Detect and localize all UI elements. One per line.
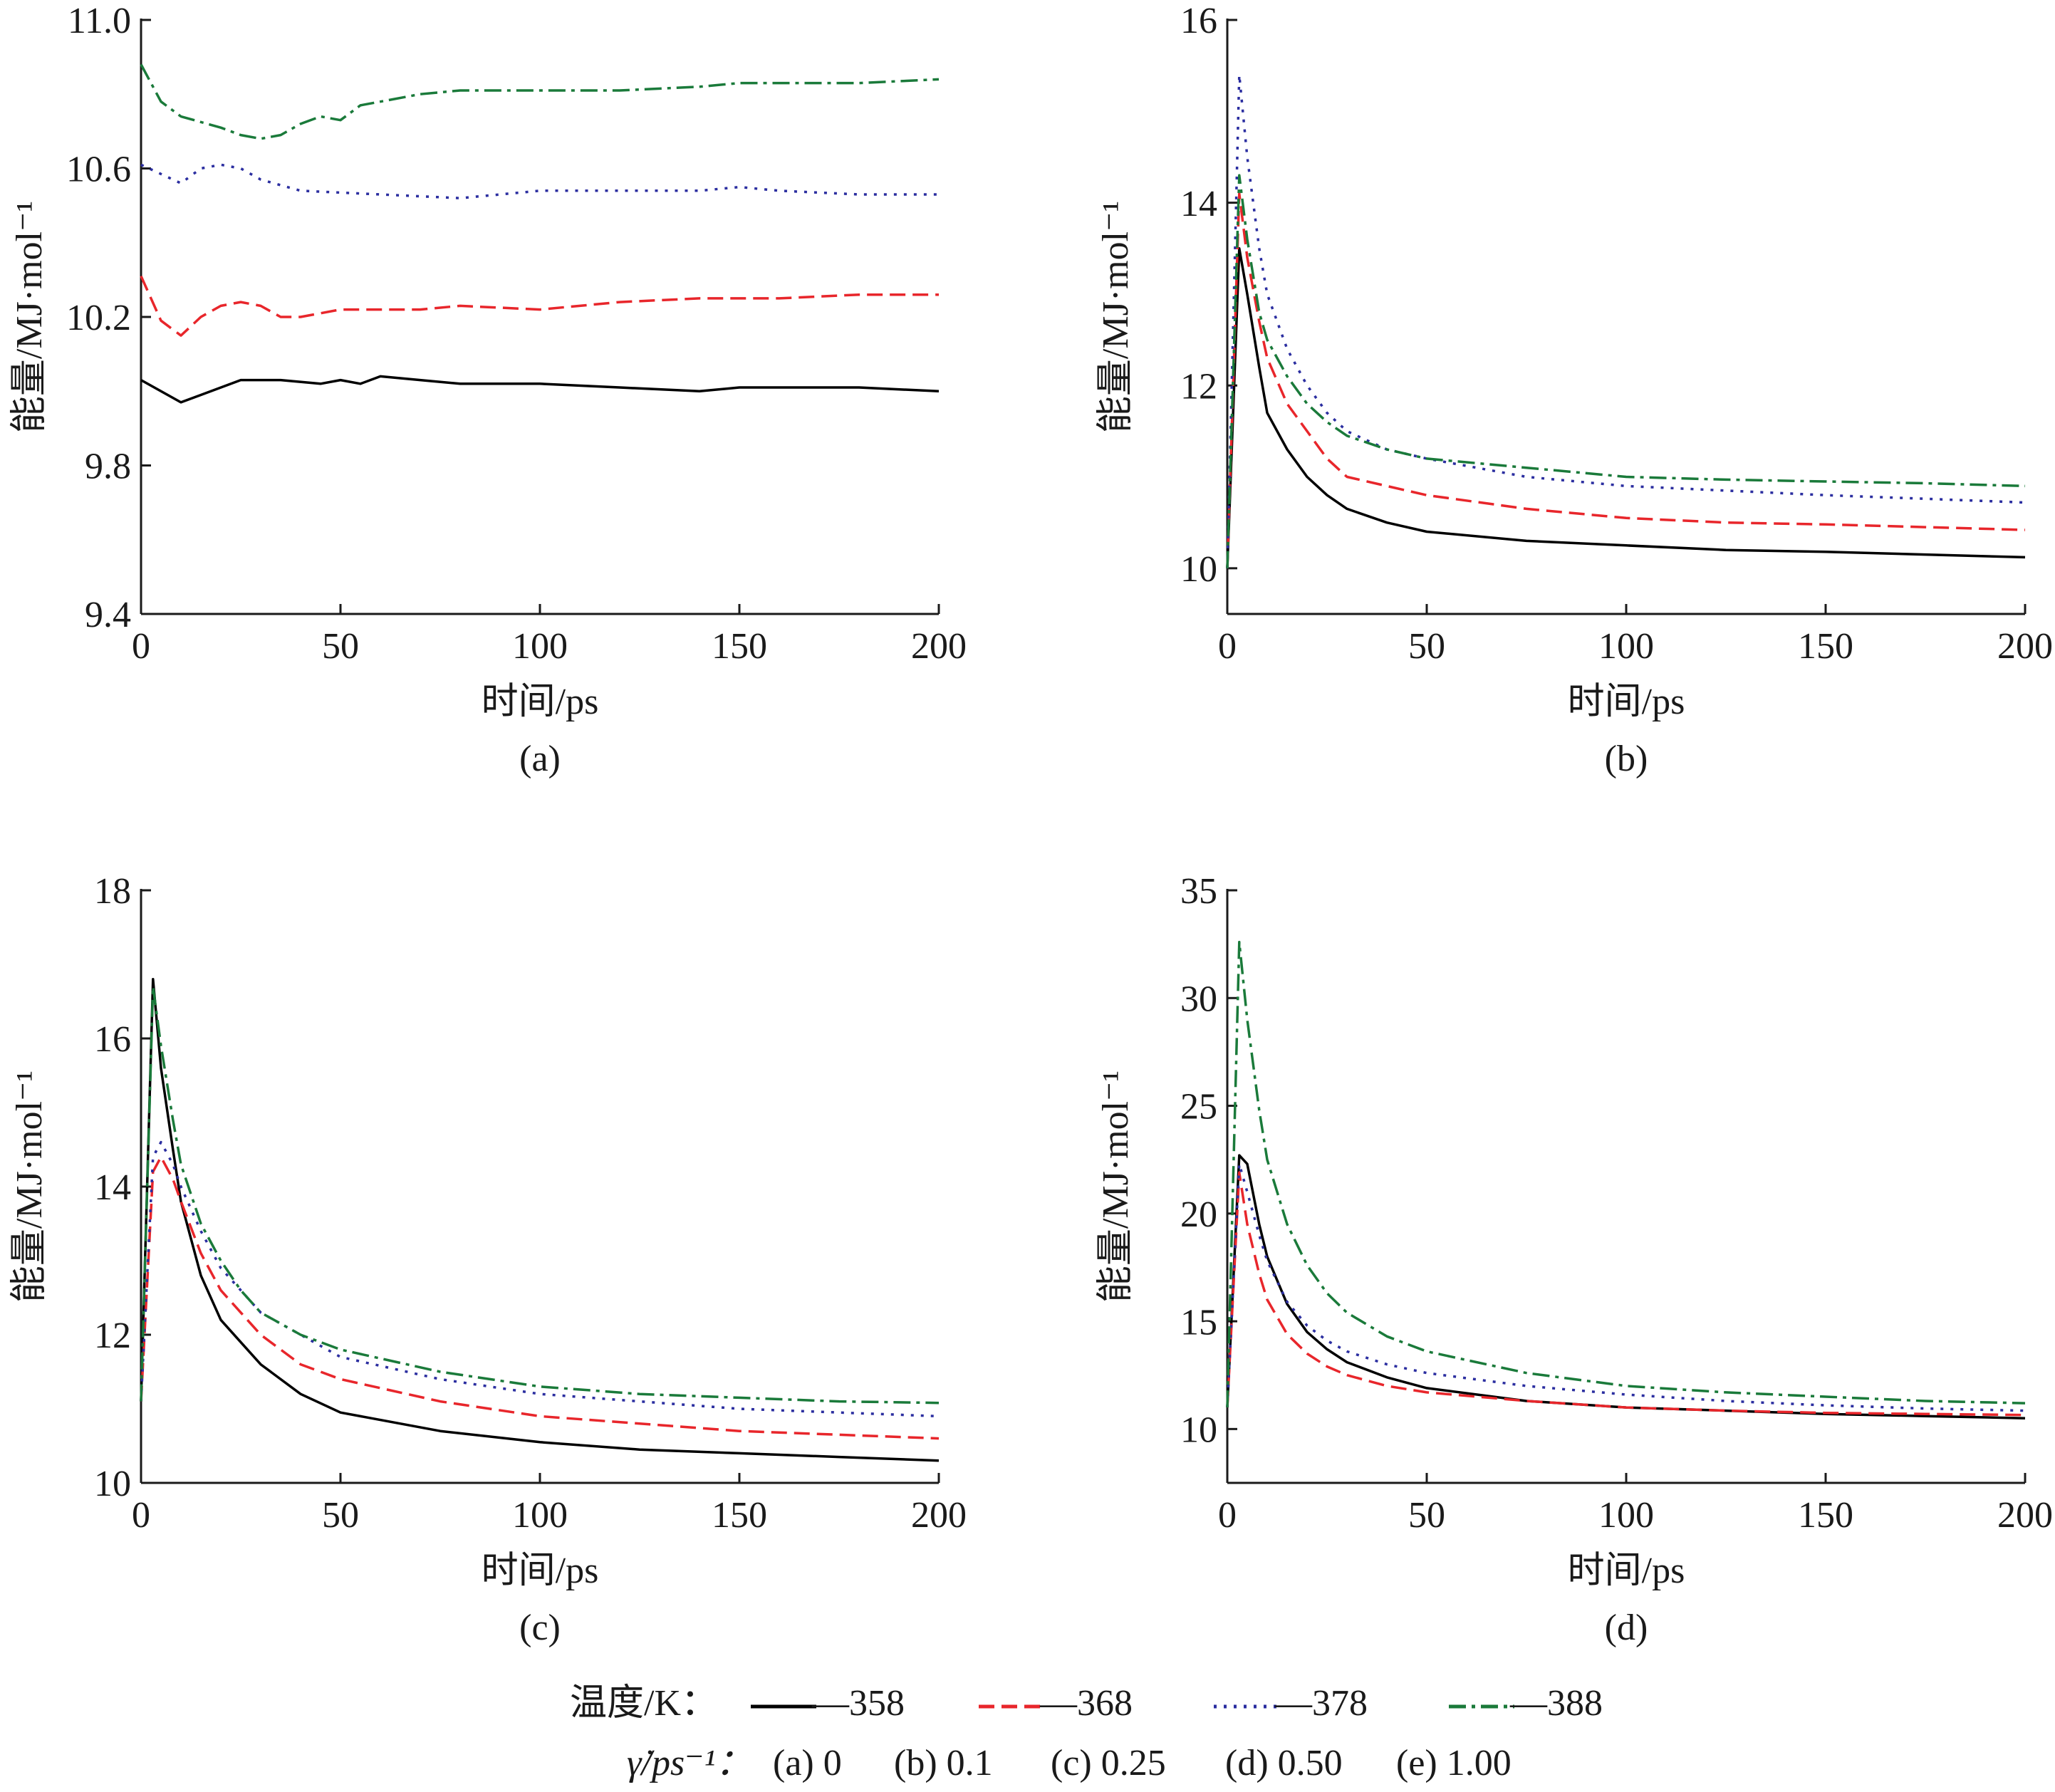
series-line-368	[1226, 1171, 2026, 1417]
y-tick-label: 10.6	[66, 150, 131, 190]
shear-rate-b: (b) 0.1	[894, 1743, 993, 1783]
y-tick-label: 20	[1180, 1194, 1217, 1235]
panel-label: (a)	[519, 739, 561, 779]
x-tick-label: 100	[512, 626, 568, 667]
series-line-388	[140, 63, 940, 140]
y-tick-label: 35	[1180, 871, 1217, 912]
x-tick-label: 150	[1798, 1495, 1853, 1536]
x-tick-label: 0	[1218, 1495, 1237, 1536]
x-tick-label: 150	[712, 626, 767, 667]
series-line-388	[140, 985, 940, 1405]
y-tick-label: 16	[1180, 1, 1217, 41]
chart-panel-d: 10 15 20 25 30 35 0 50 100 150 200 时间/ps (d) 能量/MJ·mo…	[1096, 871, 2053, 1648]
x-tick-label: 200	[1997, 626, 2053, 667]
x-tick-label: 50	[1408, 1495, 1445, 1536]
legend-entry-388: —388	[1510, 1683, 1603, 1724]
series-line-368	[1226, 192, 2026, 568]
y-tick-label: 12	[1180, 366, 1217, 407]
series-line-358	[1226, 247, 2026, 568]
shear-rate-label: γ̇/ps⁻¹：	[627, 1743, 753, 1783]
panel-label: (c)	[519, 1608, 561, 1648]
y-tick-label: 11.0	[68, 1, 131, 41]
shear-rate-legend: γ̇/ps⁻¹： (a) 0 (b) 0.1 (c) 0.25 (d) 0.50…	[0, 1735, 2055, 1792]
legend-entry-368: —368	[1040, 1683, 1133, 1724]
x-tick-label: 0	[132, 626, 150, 667]
x-tick-label: 0	[132, 1495, 150, 1536]
y-tick-label: 10.2	[66, 298, 131, 338]
legend-entry-358: —358	[812, 1683, 905, 1724]
shear-rate-a: (a) 0	[773, 1743, 842, 1783]
series-line-368	[140, 275, 939, 337]
series-line-378	[1226, 73, 2026, 568]
x-tick-label: 150	[1798, 626, 1853, 667]
series-line-388	[1226, 940, 2026, 1408]
y-axis-title: 能量/MJ·mol⁻¹	[9, 201, 50, 433]
legend-entry-378: —378	[1275, 1683, 1368, 1724]
y-tick-label: 10	[1180, 1410, 1217, 1451]
legend-swatch-388	[1446, 1675, 1517, 1735]
y-tick-label: 15	[1180, 1302, 1217, 1343]
y-tick-label: 25	[1180, 1087, 1217, 1127]
x-tick-label: 50	[322, 626, 359, 667]
series-line-358	[1226, 1154, 2026, 1419]
x-axis-title: 时间/ps	[1568, 682, 1685, 722]
y-tick-label: 9.8	[85, 447, 131, 487]
y-axis-title: 能量/MJ·mol⁻¹	[9, 1070, 50, 1303]
shear-rate-c: (c) 0.25	[1051, 1743, 1166, 1783]
x-tick-label: 200	[1997, 1495, 2053, 1536]
panel-label: (d)	[1605, 1608, 1648, 1648]
y-axis-title: 能量/MJ·mol⁻¹	[1096, 201, 1136, 433]
y-tick-label: 14	[94, 1167, 131, 1208]
chart-panel-a: 9.4 9.8 10.2 10.6 11.0 0 50 100 150 200 时间/ps (a) 能量…	[9, 1, 967, 779]
y-tick-label: 9.4	[85, 595, 131, 635]
series-line-378	[1226, 1162, 2026, 1412]
panel-label: (b)	[1605, 739, 1648, 779]
x-tick-label: 50	[322, 1495, 359, 1536]
legend-swatch-358	[748, 1675, 819, 1735]
x-tick-label: 50	[1408, 626, 1445, 667]
y-tick-label: 14	[1180, 184, 1217, 224]
x-axis-title: 时间/ps	[1568, 1551, 1685, 1591]
y-tick-label: 10	[94, 1464, 131, 1504]
legend-swatch-368	[976, 1675, 1047, 1735]
y-tick-label: 10	[1180, 549, 1217, 590]
x-tick-label: 200	[911, 626, 967, 667]
y-axis-title: 能量/MJ·mol⁻¹	[1096, 1070, 1136, 1303]
y-tick-label: 30	[1180, 979, 1217, 1019]
series-line-368	[140, 1155, 940, 1440]
x-axis-title: 时间/ps	[482, 682, 599, 722]
shear-rate-e: (e) 1.00	[1396, 1743, 1512, 1783]
chart-panel-b: 10 12 14 16 0 50 100 150 200 时间/ps (b) 能量/MJ·mol⁻¹	[1096, 1, 2053, 779]
series-line-358	[140, 978, 940, 1462]
chart-panel-c: 10 12 14 16 18 0 50 100 150 200 时间/ps (c) 能量/MJ·mol⁻…	[9, 871, 967, 1648]
series-line-378	[140, 163, 939, 199]
y-tick-label: 18	[94, 871, 131, 912]
series-line-358	[140, 375, 940, 404]
x-tick-label: 150	[712, 1495, 767, 1536]
temperature-legend-label: 温度/K：	[570, 1683, 719, 1724]
legend-swatch-378	[1211, 1675, 1282, 1735]
x-tick-label: 0	[1218, 626, 1237, 667]
y-tick-label: 16	[94, 1019, 131, 1060]
shear-rate-d: (d) 0.50	[1225, 1743, 1343, 1783]
x-tick-label: 100	[1598, 626, 1654, 667]
temperature-legend: 温度/K： —358 —368 —378 —388	[0, 1675, 2055, 1732]
x-axis-title: 时间/ps	[482, 1551, 599, 1591]
series-line-388	[1226, 174, 2026, 568]
x-tick-label: 100	[512, 1495, 568, 1536]
x-tick-label: 100	[1598, 1495, 1654, 1536]
y-tick-label: 12	[94, 1316, 131, 1356]
series-line-378	[140, 1140, 940, 1418]
x-tick-label: 200	[911, 1495, 967, 1536]
